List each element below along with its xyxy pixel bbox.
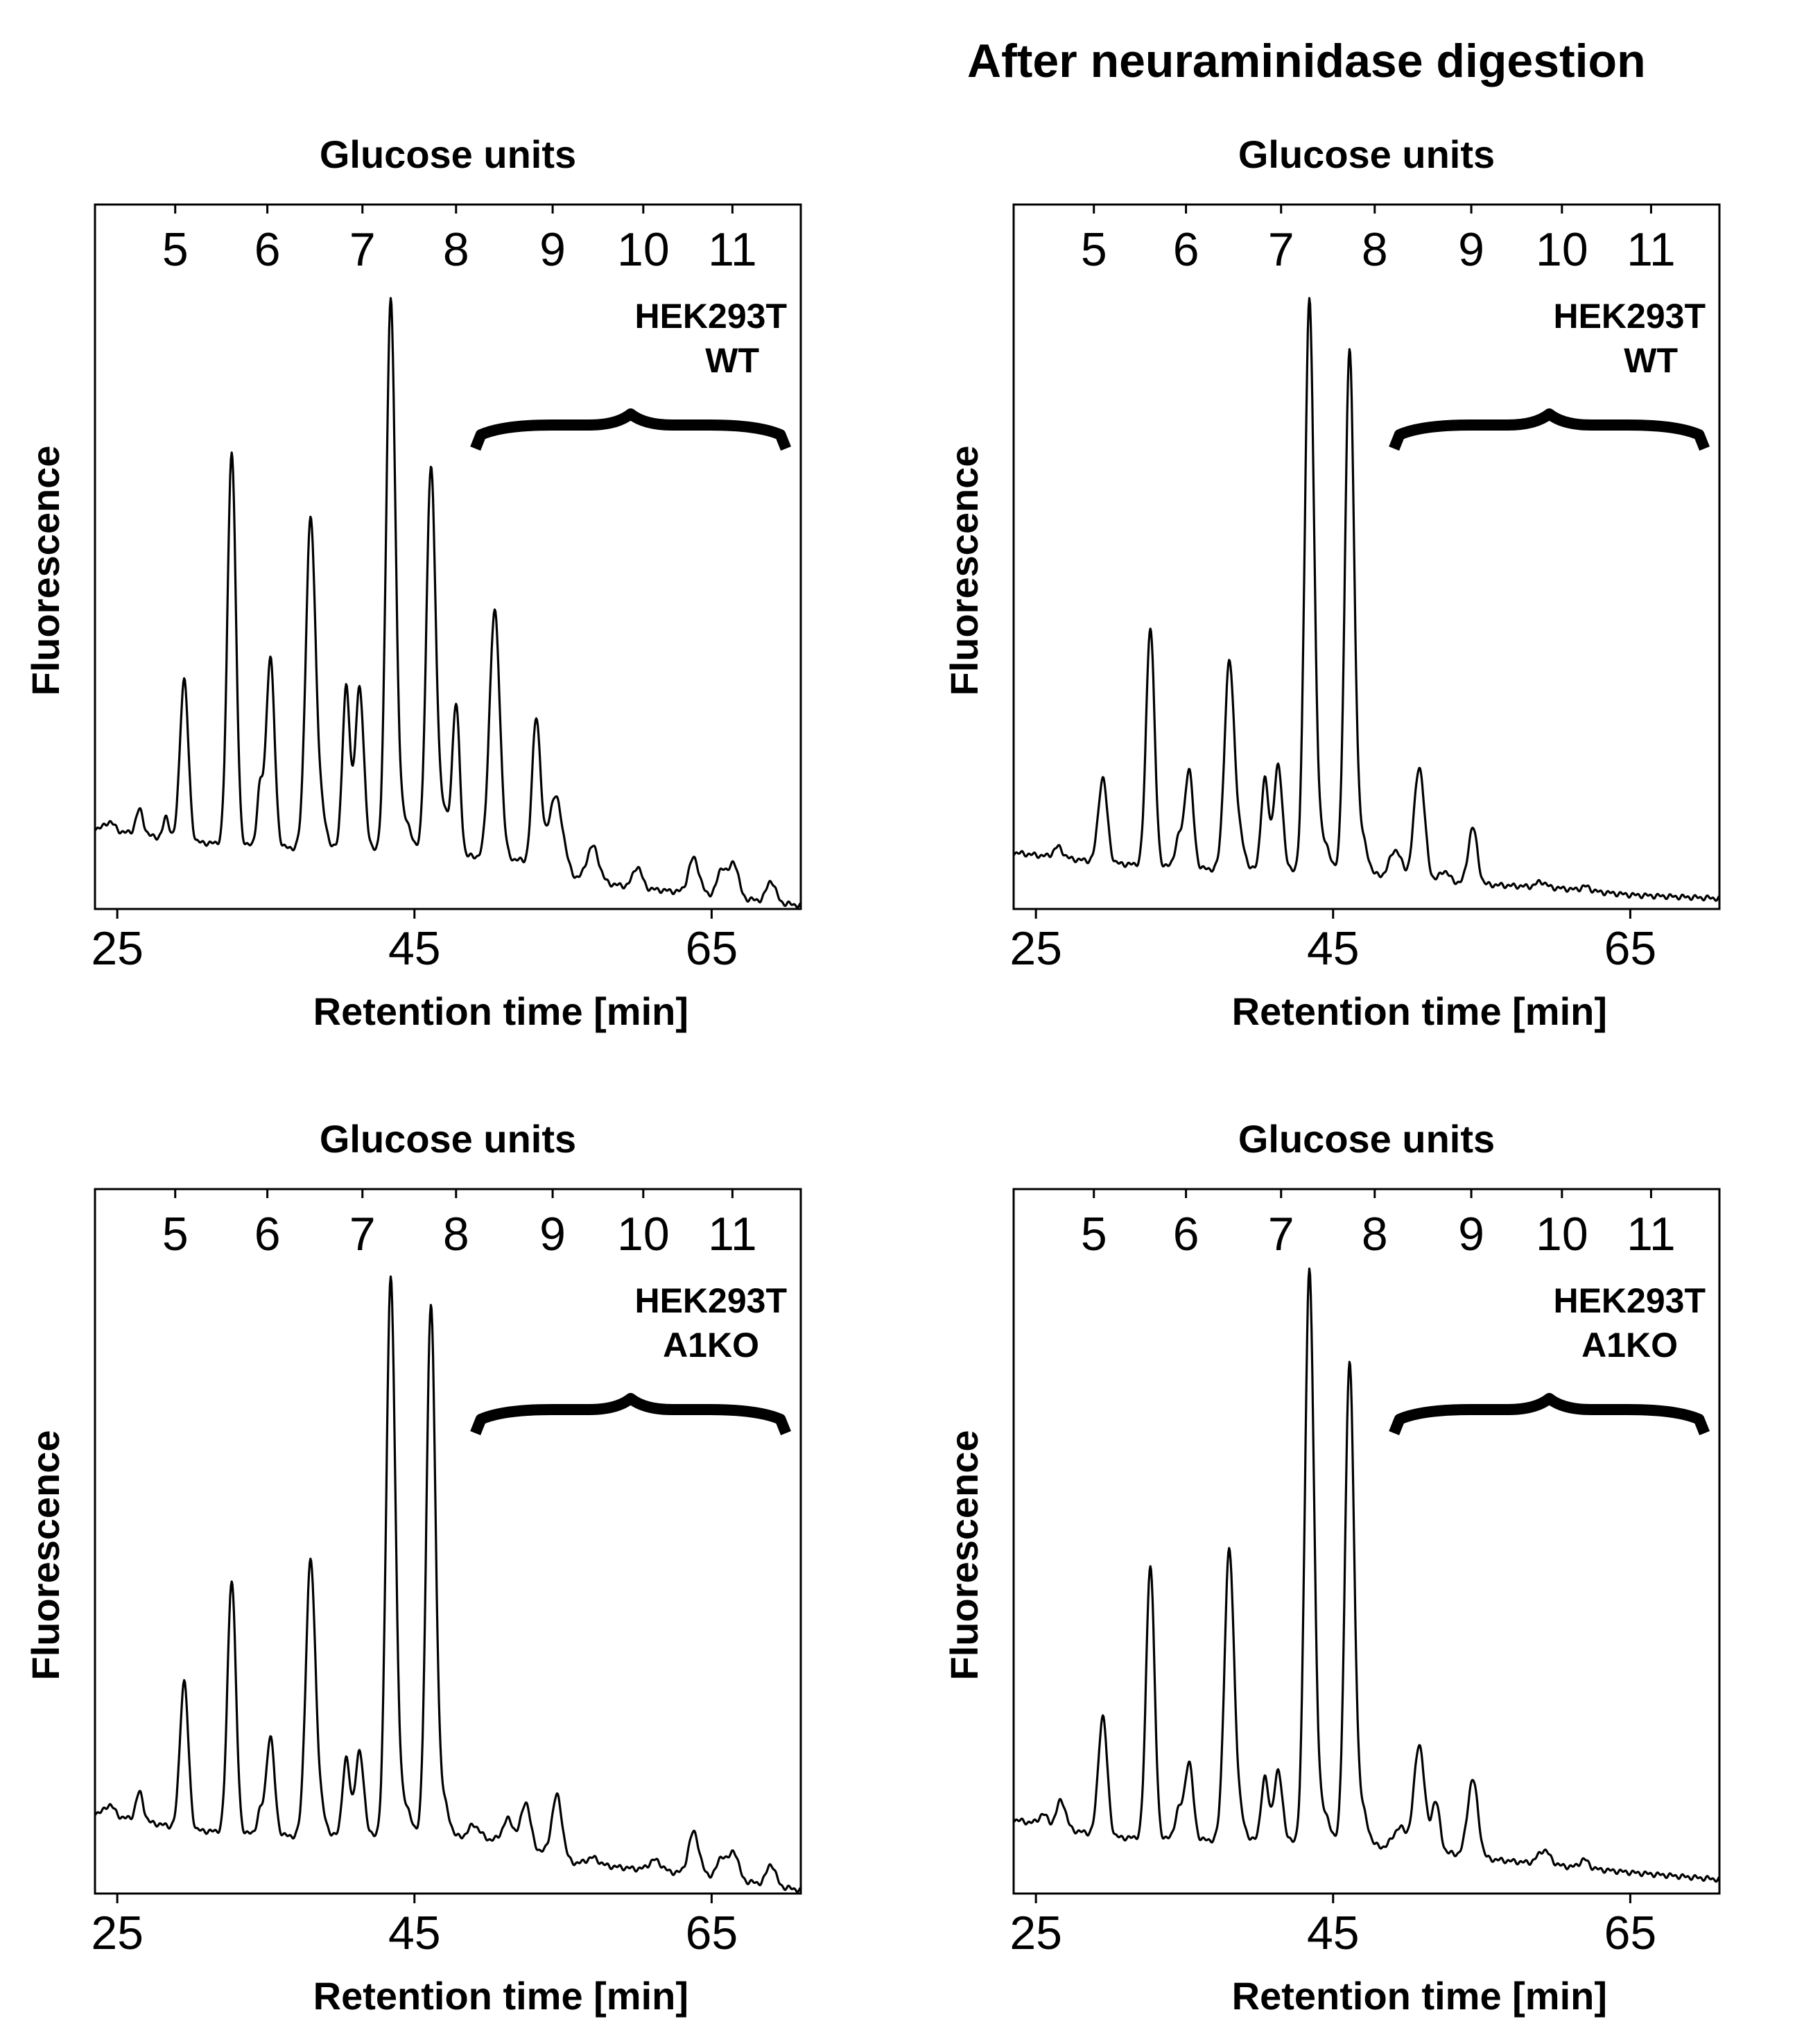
y-axis-label: Fluorescence — [24, 1430, 67, 1680]
chart-top-right: Glucose units 5 6 7 8 9 10 11 25 45 65 Retention ti… — [942, 132, 1721, 1033]
glucose-units-title: Glucose units — [320, 132, 576, 176]
y-axis-label: Fluorescence — [24, 445, 67, 695]
glucose-unit-label: 10 — [617, 1208, 670, 1261]
chart-top-left: Glucose units 5 6 7 8 9 10 11 25 45 65 Retention ti… — [24, 132, 802, 1033]
sample-label: HEK293T — [1553, 297, 1706, 336]
x-tick-label: 45 — [1307, 922, 1360, 975]
chromatogram-trace — [1012, 297, 1721, 902]
sample-label: A1KO — [1581, 1326, 1678, 1365]
chart-bottom-left: Glucose units 5 6 7 8 9 10 11 25 45 65 Retention ti… — [24, 1117, 802, 2018]
x-tick-label: 25 — [1009, 1907, 1062, 1959]
glucose-unit-label: 10 — [1536, 223, 1588, 276]
plot-frame — [94, 1188, 802, 1895]
glucose-unit-label: 5 — [162, 223, 189, 276]
sample-label: WT — [1624, 341, 1678, 380]
x-tick-label: 65 — [1604, 1907, 1657, 1959]
x-tick-label: 25 — [91, 922, 144, 975]
curly-bracket — [1389, 1393, 1710, 1435]
x-tick-label: 65 — [686, 1907, 738, 1959]
glucose-unit-label: 6 — [254, 1208, 281, 1261]
plot-frame — [94, 203, 802, 910]
glucose-unit-label: 11 — [1627, 223, 1676, 276]
glucose-unit-label: 9 — [1458, 1208, 1484, 1261]
glucose-unit-label: 7 — [1268, 223, 1294, 276]
glucose-units-title: Glucose units — [1238, 132, 1495, 176]
sample-label: HEK293T — [1553, 1281, 1706, 1320]
x-axis-label: Retention time [min] — [313, 1974, 688, 2018]
x-tick-label: 45 — [388, 1907, 441, 1959]
glucose-units-title: Glucose units — [1238, 1117, 1495, 1161]
glucose-unit-label: 9 — [539, 1208, 566, 1261]
glucose-unit-label: 7 — [349, 1208, 376, 1261]
sample-label: A1KO — [663, 1326, 759, 1365]
glucose-unit-label: 7 — [1268, 1208, 1294, 1261]
glucose-unit-label: 7 — [349, 223, 376, 276]
glucose-unit-label: 11 — [708, 1208, 757, 1261]
curly-bracket — [470, 1393, 791, 1435]
glucose-unit-label: 10 — [1536, 1208, 1588, 1261]
figure-suptitle: After neuraminidase digestion — [967, 35, 1646, 87]
glucose-units-title: Glucose units — [320, 1117, 576, 1161]
glucose-unit-label: 9 — [1458, 223, 1484, 276]
sample-label: HEK293T — [634, 297, 787, 336]
x-tick-label: 25 — [91, 1907, 144, 1959]
x-axis-label: Retention time [min] — [1232, 989, 1607, 1033]
glucose-unit-label: 5 — [162, 1208, 189, 1261]
x-tick-label: 45 — [388, 922, 441, 975]
glucose-unit-label: 8 — [1362, 223, 1388, 276]
chart-bottom-right: Glucose units 5 6 7 8 9 10 11 25 45 65 Retention ti… — [942, 1117, 1721, 2018]
glucose-unit-label: 11 — [708, 223, 757, 276]
x-tick-label: 65 — [686, 922, 738, 975]
curly-bracket — [470, 408, 791, 451]
x-axis-label: Retention time [min] — [1232, 1974, 1607, 2018]
glucose-unit-label: 11 — [1627, 1208, 1676, 1261]
x-tick-label: 65 — [1604, 922, 1657, 975]
plot-frame — [1012, 1188, 1721, 1895]
glucose-unit-label: 5 — [1081, 1208, 1107, 1261]
curly-bracket — [1389, 408, 1710, 451]
y-axis-label: Fluorescence — [942, 445, 986, 695]
chromatogram-trace — [94, 297, 802, 909]
glucose-unit-label: 5 — [1081, 223, 1107, 276]
glucose-unit-label: 6 — [254, 223, 281, 276]
x-tick-label: 25 — [1009, 922, 1062, 975]
glucose-unit-label: 8 — [443, 223, 469, 276]
glucose-unit-label: 6 — [1173, 223, 1199, 276]
sample-label: WT — [705, 341, 759, 380]
glucose-unit-label: 6 — [1173, 1208, 1199, 1261]
x-axis-label: Retention time [min] — [313, 989, 688, 1033]
glucose-unit-label: 9 — [539, 223, 566, 276]
chromatogram-trace — [94, 1275, 802, 1894]
plot-frame — [1012, 203, 1721, 910]
glucose-unit-label: 8 — [1362, 1208, 1388, 1261]
glucose-unit-label: 10 — [617, 223, 670, 276]
glucose-unit-label: 8 — [443, 1208, 469, 1261]
sample-label: HEK293T — [634, 1281, 787, 1320]
y-axis-label: Fluorescence — [942, 1430, 986, 1680]
x-tick-label: 45 — [1307, 1907, 1360, 1959]
chromatogram-trace — [1012, 1267, 1721, 1883]
